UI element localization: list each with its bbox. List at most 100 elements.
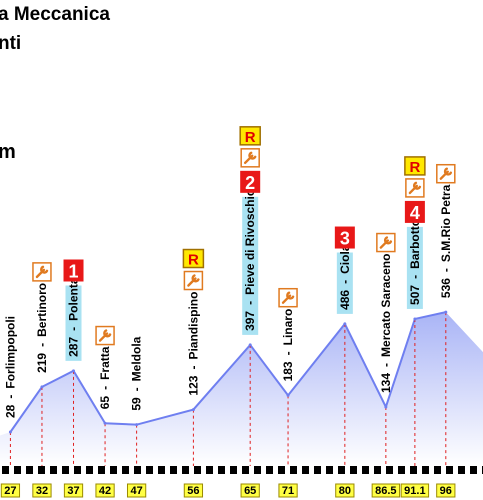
elevation: 59	[130, 397, 144, 411]
point	[444, 310, 448, 314]
place: Piandispino	[186, 292, 200, 360]
place: Meldola	[130, 336, 144, 381]
point	[72, 369, 76, 373]
band-segment	[302, 466, 309, 474]
tools-icon	[376, 232, 396, 253]
separator: -	[281, 351, 295, 355]
point-label: 397 - Pieve di Rivoschio	[243, 189, 257, 331]
climb-number: 1	[69, 261, 79, 281]
profile-line	[9, 311, 447, 433]
band-segment	[122, 466, 129, 474]
elevation: 486	[338, 290, 352, 310]
km-box	[240, 483, 260, 498]
band-segment	[326, 466, 333, 474]
elevation: 65	[98, 396, 112, 410]
km-box	[126, 483, 147, 498]
tools-icon	[405, 178, 425, 198]
point-label: 287 - Polenta	[67, 277, 81, 357]
wrench	[187, 274, 200, 287]
km-label: 80	[339, 485, 351, 497]
band-segment	[206, 466, 213, 474]
band-segment	[2, 466, 9, 474]
place: S.M.Rio Petra	[439, 184, 453, 262]
place: Bertinoro	[35, 283, 49, 337]
km-box	[371, 483, 401, 498]
elevation: 287	[67, 337, 81, 357]
place: Ciola	[338, 244, 352, 274]
band-segment	[386, 466, 393, 474]
band-segment	[290, 466, 297, 474]
point	[248, 343, 252, 347]
band-segment	[398, 466, 405, 474]
wrench	[408, 181, 422, 195]
elevation: 219	[35, 353, 49, 373]
point-label: 28 - Forlimpopoli	[3, 316, 17, 418]
km-label: 47	[130, 485, 142, 497]
elevation: 134	[379, 373, 393, 393]
point	[191, 408, 195, 412]
elevation: 28	[3, 404, 17, 418]
wrench	[35, 265, 49, 279]
separator: -	[67, 327, 81, 331]
separator: -	[130, 387, 144, 391]
wrench	[98, 329, 112, 342]
band-segment	[14, 466, 21, 474]
km-box	[63, 483, 84, 498]
band-segment	[194, 466, 201, 474]
band-segment	[218, 466, 225, 474]
tools-icon	[183, 270, 204, 291]
separator: -	[439, 268, 453, 272]
km-label: 65	[244, 485, 256, 497]
band-segment	[158, 466, 165, 474]
point-label: 134 - Mercato Saraceno	[379, 254, 393, 393]
band-segment	[374, 466, 381, 474]
km-box	[278, 483, 298, 498]
point-label: 486 - Ciola	[338, 244, 352, 310]
point-label: 65 - Fratta	[98, 346, 112, 409]
separator: -	[408, 275, 422, 279]
place: Polenta	[67, 277, 81, 321]
tools-icon	[32, 262, 52, 282]
separator: -	[379, 363, 393, 367]
refuel-label: R	[188, 252, 199, 269]
wrench	[243, 151, 257, 165]
point	[413, 317, 417, 321]
tools-icon	[240, 148, 260, 168]
km-label: 37	[67, 485, 79, 497]
band-segment	[266, 466, 273, 474]
place: Forlimpopoli	[3, 316, 17, 389]
climb-label-bg	[65, 285, 82, 361]
point	[103, 421, 107, 425]
km-label: 96	[440, 485, 452, 497]
band-segment	[434, 466, 441, 474]
band-segment	[62, 466, 69, 474]
climb-box	[334, 226, 355, 249]
km-label: 32	[36, 485, 48, 497]
km-box	[436, 483, 456, 498]
climb-number: 3	[340, 229, 350, 249]
climb-box	[240, 170, 261, 193]
place: Pieve di Rivoschio	[243, 189, 257, 295]
km-label: 56	[187, 485, 199, 497]
band-segment	[470, 466, 477, 474]
band-segment	[230, 466, 237, 474]
climb-box	[63, 259, 84, 282]
point	[8, 430, 12, 434]
km-box	[32, 483, 52, 498]
band-segment	[410, 466, 417, 474]
point-label: 507 - Barbotto	[408, 219, 422, 305]
separator: -	[3, 395, 17, 399]
band-segment	[86, 466, 93, 474]
point	[286, 393, 290, 397]
band-segment	[182, 466, 189, 474]
separator: -	[98, 386, 112, 390]
km-label: 91.1	[404, 485, 425, 497]
climb-label-bg	[242, 196, 259, 335]
point-label: 183 - Linaro	[281, 309, 295, 382]
band-segment	[362, 466, 369, 474]
place: Barbotto	[408, 219, 422, 269]
band-segment	[254, 466, 261, 474]
point	[384, 405, 388, 409]
separator: -	[243, 301, 257, 305]
